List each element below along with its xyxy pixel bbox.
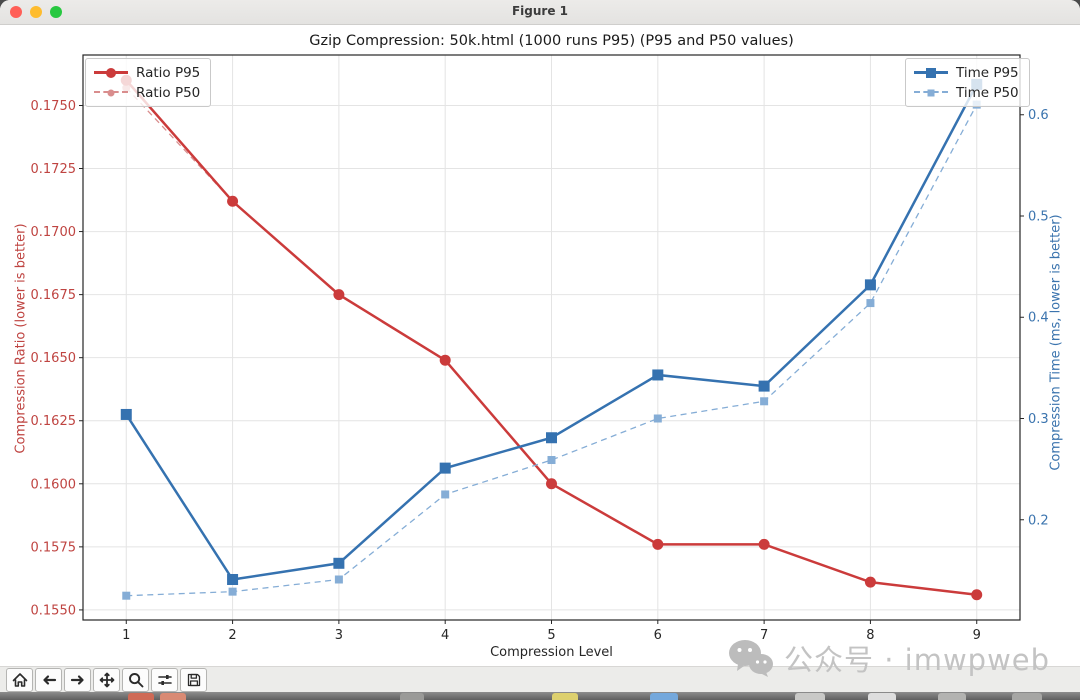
legend-sample: [94, 66, 128, 79]
forward-button[interactable]: [64, 667, 91, 692]
maximize-button[interactable]: [50, 6, 62, 18]
legend-label: Time P95: [956, 64, 1019, 81]
pan-button[interactable]: [93, 667, 120, 692]
legend-ratio: Ratio P95 Ratio P50: [85, 58, 212, 107]
tick-label-y-right: 0.2: [1028, 513, 1049, 528]
watermark: 公众号 · imwpweb: [728, 637, 1050, 679]
series-line-time-p50: [126, 104, 978, 597]
tick-label-y-left: 0.1725: [31, 162, 77, 177]
chart-title: Gzip Compression: 50k.html (1000 runs P9…: [309, 33, 794, 49]
x-axis-label: Compression Level: [490, 645, 613, 660]
y-axis-label-left: Compression Ratio (lower is better): [13, 223, 29, 454]
home-icon: [12, 672, 27, 687]
tick-label-y-left: 0.1750: [31, 99, 77, 114]
tick-label-y-left: 0.1550: [31, 603, 77, 618]
marker-time-p50: [441, 490, 450, 499]
tick-label-x: 8: [866, 628, 874, 643]
marker-time-p95: [333, 557, 345, 569]
pan-icon: [99, 672, 114, 687]
marker-ratio-p95: [971, 589, 983, 601]
tick-label-x: 3: [335, 628, 343, 643]
tick-label-y-left: 0.1650: [31, 351, 77, 366]
toolbar: [0, 666, 1080, 692]
marker-time-p95: [227, 573, 239, 585]
legend-label: Ratio P50: [136, 84, 201, 101]
marker-ratio-p95: [439, 354, 451, 366]
marker-ratio-p95: [546, 478, 557, 490]
traffic-lights: [10, 6, 62, 18]
marker-time-p95: [120, 408, 132, 420]
configure-subplots-button[interactable]: [151, 667, 178, 692]
close-button[interactable]: [10, 6, 22, 18]
wechat-icon: [729, 640, 773, 677]
figure-canvas[interactable]: Gzip Compression: 50k.html (1000 runs P9…: [0, 25, 1080, 677]
marker-time-p50: [866, 299, 875, 308]
marker-time-p95: [864, 279, 876, 291]
legend-sample: [914, 86, 948, 99]
tick-label-y-left: 0.1625: [31, 414, 77, 429]
tick-label-x: 1: [122, 628, 130, 643]
tick-label-y-left: 0.1575: [31, 540, 77, 555]
marker-time-p50: [653, 414, 662, 423]
floppy-disk-icon: [187, 673, 200, 686]
tick-label-x: 2: [228, 628, 236, 643]
sliders-icon: [157, 674, 172, 685]
tick-label-y-right: 0.3: [1028, 412, 1049, 427]
tick-label-x: 4: [441, 628, 449, 643]
save-button[interactable]: [180, 667, 207, 692]
marker-ratio-p95: [652, 538, 664, 550]
marker-time-p50: [122, 591, 131, 600]
marker-ratio-p95: [333, 289, 345, 301]
marker-time-p50: [228, 587, 237, 596]
marker-ratio-p95: [227, 195, 239, 207]
marker-time-p95: [439, 462, 451, 474]
marker-ratio-p95: [864, 576, 876, 588]
legend-item: Time P95: [914, 63, 1019, 82]
marker-time-p50: [334, 575, 343, 584]
legend-sample: [914, 66, 948, 79]
back-arrow-icon: [42, 674, 56, 685]
marker-time-p95: [546, 432, 557, 444]
tick-label-y-right: 0.6: [1028, 108, 1049, 123]
marker-ratio-p95: [758, 538, 770, 550]
legend-item: Ratio P95: [94, 63, 200, 82]
marker-time-p50: [547, 456, 556, 465]
tick-label-y-left: 0.1675: [31, 288, 77, 303]
titlebar: Figure 1: [0, 0, 1080, 25]
marker-time-p95: [652, 369, 664, 381]
forward-arrow-icon: [70, 674, 84, 685]
tick-label-y-right: 0.4: [1028, 311, 1049, 326]
magnifier-icon: [128, 672, 143, 687]
minimize-button[interactable]: [30, 6, 42, 18]
legend-label: Time P50: [956, 84, 1019, 101]
tick-label-x: 9: [973, 628, 981, 643]
window-title: Figure 1: [511, 4, 569, 18]
tick-label-y-left: 0.1600: [31, 477, 77, 492]
legend-item: Time P50: [914, 83, 1019, 102]
tick-label-x: 7: [760, 628, 768, 643]
tick-label-x: 6: [654, 628, 662, 643]
watermark-text: 公众号 · imwpweb: [784, 643, 1051, 677]
y-axis-label-right: Compression Time (ms, lower is better): [1048, 214, 1064, 471]
dock-strip: [0, 692, 1080, 700]
legend-label: Ratio P95: [136, 64, 201, 81]
tick-label-y-right: 0.5: [1028, 209, 1049, 224]
zoom-button[interactable]: [122, 667, 149, 692]
legend-time: Time P95 Time P50: [905, 58, 1030, 107]
home-button[interactable]: [6, 667, 33, 692]
marker-time-p95: [758, 380, 770, 392]
tick-label-x: 5: [547, 628, 555, 643]
marker-time-p50: [760, 397, 769, 406]
back-button[interactable]: [35, 667, 62, 692]
tick-label-y-left: 0.1700: [31, 225, 77, 240]
legend-sample: [94, 86, 128, 99]
legend-item: Ratio P50: [94, 83, 200, 102]
